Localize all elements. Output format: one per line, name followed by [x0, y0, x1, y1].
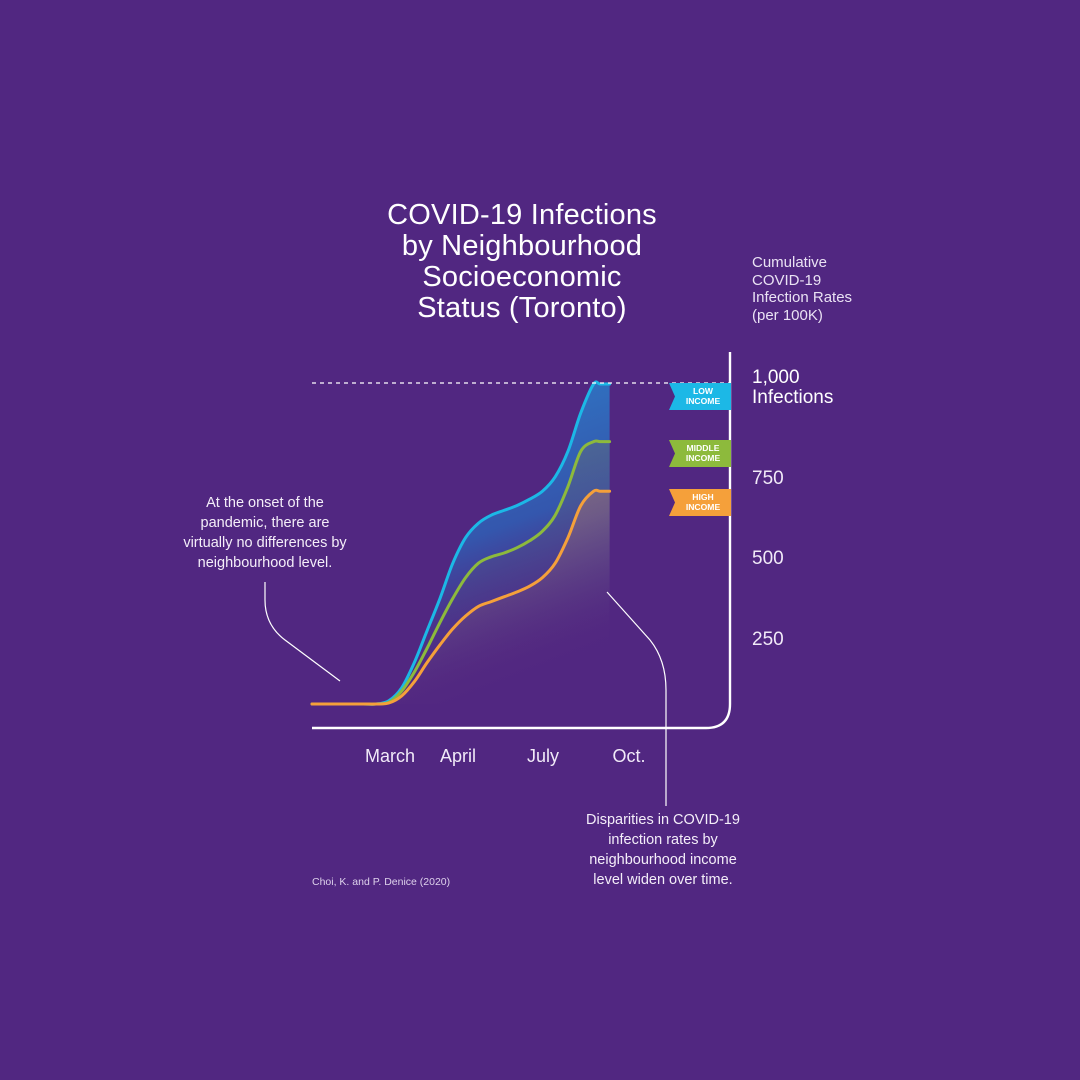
chart-title-line: Status (Toronto) [417, 292, 627, 324]
y-axis-label: Cumulative COVID-19 Infection Rates (per… [752, 254, 912, 324]
legend-badge-text: LOW [692, 386, 714, 397]
y-tick-label-1000: 1,000 Infections [752, 368, 833, 408]
chart-title: COVID-19 Infections by Neighbourhood Soc… [352, 200, 692, 324]
y-tick-1000-unit: Infections [752, 387, 834, 408]
y-axis-label-line: Infection Rates [752, 289, 853, 306]
y-tick-label-250: 250 [752, 629, 784, 650]
annotation-onset-line: pandemic, there are [200, 515, 330, 531]
legend-badge-high-income: HIGH INCOME [669, 489, 731, 516]
y-tick-label-500: 500 [752, 548, 784, 569]
chart-title-line: by Neighbourhood [401, 230, 643, 262]
y-axis-label-line: COVID-19 [752, 271, 822, 289]
x-tick-label-july: July [526, 746, 560, 766]
chart-axis [312, 352, 732, 730]
annotation-disparities-line: level widen over time. [593, 872, 733, 888]
source-citation: Choi, K. and P. Denice (2020) [312, 876, 451, 888]
x-tick-label-march: March [364, 746, 416, 766]
legend-badge-text: MIDDLE [686, 443, 720, 454]
annotation-disparities: Disparities in COVID-19 infection rates … [578, 810, 748, 890]
annotation-onset: At the onset of the pandemic, there are … [172, 493, 358, 573]
annotation-onset-line: virtually no differences by [183, 535, 347, 551]
y-axis-label-line: Cumulative [752, 254, 828, 271]
chart-title-line: COVID-19 Infections [387, 199, 657, 231]
annotation-disparities-line: infection rates by [608, 832, 718, 848]
series-areas [312, 381, 610, 705]
legend-badge-text: INCOME [685, 452, 721, 463]
x-tick-label-oct: Oct. [612, 746, 646, 766]
y-tick-label-750: 750 [752, 468, 784, 489]
annotation-disparities-line: neighbourhood income [589, 852, 737, 868]
series-lines [310, 380, 612, 706]
annotation-onset-line: At the onset of the [206, 495, 324, 511]
y-tick-1000-value: 1,000 [752, 367, 800, 388]
legend-badge-text: INCOME [685, 395, 721, 406]
y-axis-label-line: (per 100K) [752, 306, 823, 324]
annotation-left-leader [264, 582, 341, 682]
legend-badge-text: HIGH [692, 492, 714, 503]
legend-badge-low-income: LOW INCOME [669, 383, 731, 410]
series-line-high-income [310, 488, 612, 706]
chart-title-line: Socioeconomic [422, 261, 622, 293]
annotation-right-leader [606, 591, 667, 806]
x-tick-label-april: April [439, 746, 477, 766]
legend-badge-text: INCOME [685, 501, 721, 512]
annotation-disparities-line: Disparities in COVID-19 [586, 812, 740, 828]
annotation-onset-line: neighbourhood level. [197, 555, 333, 571]
series-area-high-income [312, 490, 610, 705]
legend-badge-middle-income: MIDDLE INCOME [669, 440, 731, 467]
